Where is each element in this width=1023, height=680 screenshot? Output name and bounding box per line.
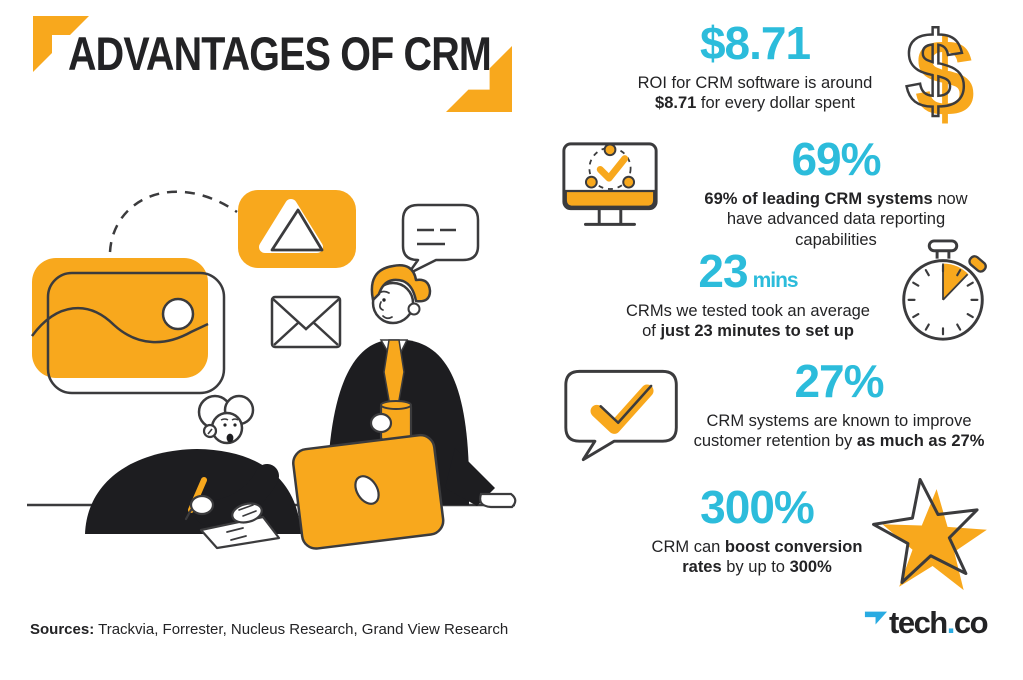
stat-roi-desc: ROI for CRM software is around $8.71 for… [637,74,873,113]
sources-list: Trackvia, Forrester, Nucleus Research, G… [94,621,509,638]
stat-reporting-desc: 69% of leading CRM systems now have adva… [704,190,968,249]
sources-label: Sources: [30,621,95,638]
stat-roi: $8.71 ROI for CRM software is around $8.… [615,20,895,114]
corner-bracket-top-left-icon [33,16,89,72]
star-icon [872,477,987,591]
stat-retention-desc: CRM systems are known to improve custome… [693,412,985,451]
svg-text:$: $ [905,12,965,131]
chat-check-icon [564,369,678,462]
laptop-icon [292,433,445,550]
monitor-report-icon [562,142,658,226]
photo-frame-icon [30,258,226,395]
dollar-icon: $ $ [904,12,975,132]
techco-logo: tech.co [864,605,989,640]
stat-retention-value: 27% [794,355,884,407]
sources-note: Sources: Trackvia, Forrester, Nucleus Re… [30,621,508,638]
techco-logo-mark-icon [864,611,888,625]
corner-bracket-bottom-right-icon [446,46,512,112]
stat-conversion-value: 300% [700,481,815,533]
svg-text:$: $ [915,18,975,132]
techco-logo-text: tech.co [889,605,989,640]
stat-setup-time-desc: CRMs we tested took an average of just 2… [626,302,870,341]
stat-reporting: 69% 69% of leading CRM systems now have … [690,136,982,250]
stat-setup-time-value: 23 mins [698,245,798,297]
stat-setup-time: 23 mins CRMs we tested took an average of… [612,248,884,342]
dashed-arc [108,190,238,253]
envelope-icon [270,295,342,349]
stat-retention: 27% CRM systems are known to improve cus… [688,358,990,452]
stat-reporting-value: 69% [791,133,881,185]
stat-conversion-desc: CRM can boost conversion rates by up to … [651,538,863,577]
crm-teamwork-illustration [27,190,517,550]
stat-roi-value: $8.71 [699,17,811,69]
stopwatch-icon [902,239,987,341]
stat-conversion: 300% CRM can boost conversion rates by u… [618,484,896,578]
chat-bubble-icon [401,203,480,276]
page-title: ADVANTAGES OF CRM [68,27,492,80]
sitting-person [85,394,301,550]
play-button-icon [238,190,356,268]
